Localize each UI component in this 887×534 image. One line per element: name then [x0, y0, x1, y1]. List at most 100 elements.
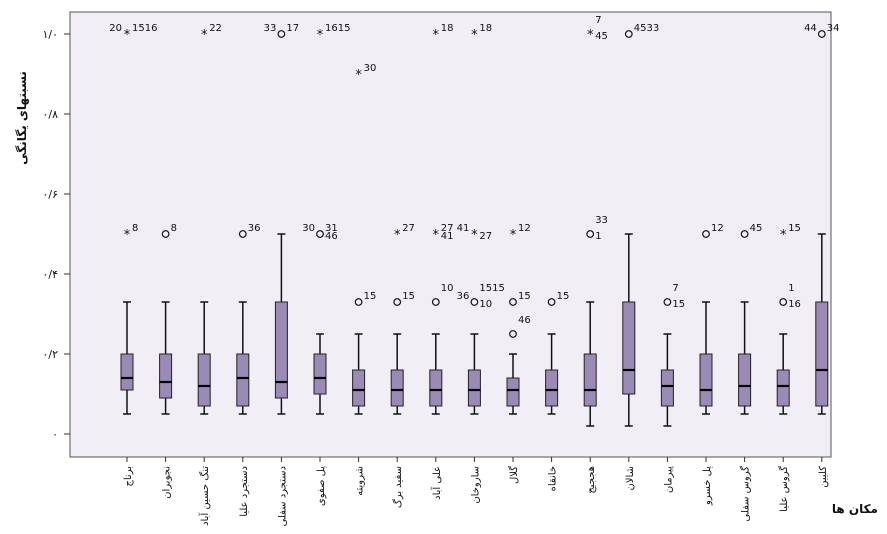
case-label: 18	[479, 23, 492, 34]
case-label: 7	[672, 283, 678, 294]
case-label: 10	[479, 299, 492, 310]
case-label: 15	[788, 223, 801, 234]
case-label: 34	[827, 23, 840, 34]
y-tick-label: ۰/۸	[42, 108, 58, 121]
case-label: 20	[109, 23, 122, 34]
category-label: پیرمان	[663, 466, 674, 493]
category-label: نجوبران	[162, 466, 173, 499]
category-label: گلال	[508, 466, 520, 484]
y-tick-label: ۱/۰	[42, 28, 58, 41]
category-label: پل صفوی	[316, 466, 327, 506]
case-label: 12	[518, 223, 531, 234]
case-label: 36	[457, 291, 470, 302]
outlier-star: *	[471, 228, 478, 243]
box	[816, 302, 828, 406]
case-label: 27	[402, 223, 415, 234]
category-label: گروس سفلی	[740, 466, 752, 522]
box	[546, 370, 558, 406]
outlier-star: *	[124, 228, 131, 243]
category-label: خانقاه	[548, 466, 559, 491]
case-label: 8	[171, 223, 177, 234]
y-tick-label: ۰	[52, 428, 58, 441]
case-label: 45	[750, 223, 763, 234]
outlier-star: *	[433, 28, 440, 43]
case-label: 36	[248, 223, 261, 234]
y-tick-label: ۰/۶	[42, 188, 58, 201]
case-label: 33	[595, 215, 608, 226]
case-label: 27	[479, 231, 492, 242]
y-tick-label: ۰/۲	[42, 348, 58, 361]
box	[121, 354, 133, 390]
category-label: دستجرد علیا	[239, 466, 250, 517]
case-label: 44	[804, 23, 817, 34]
box	[623, 302, 635, 394]
category-label: گروس علیا	[778, 466, 790, 512]
case-label: 7	[595, 15, 601, 26]
case-label: 30	[364, 63, 377, 74]
category-label: سفید برگ	[391, 466, 404, 508]
case-label: 16	[788, 299, 801, 310]
case-label: 1515	[479, 283, 504, 294]
category-label: دستجرد سفلی	[277, 466, 288, 527]
box	[700, 354, 712, 406]
case-label: 1615	[325, 23, 350, 34]
box	[353, 370, 365, 406]
case-label: 45	[595, 31, 608, 42]
category-label: علی آباد	[430, 466, 443, 500]
case-label: 18	[441, 23, 454, 34]
outlier-star: *	[510, 228, 517, 243]
box	[507, 378, 519, 406]
box	[198, 354, 210, 406]
case-label: 30	[302, 223, 315, 234]
outlier-star: *	[124, 28, 131, 43]
box	[430, 370, 442, 406]
case-label: 1516	[132, 23, 157, 34]
case-label: 17	[286, 23, 299, 34]
case-label: 15	[672, 299, 685, 310]
case-label: 8	[132, 223, 138, 234]
box	[584, 354, 596, 406]
outlier-star: *	[394, 228, 401, 243]
category-label: برناج	[123, 466, 134, 487]
case-label: 46	[325, 231, 338, 242]
outlier-star: *	[471, 28, 478, 43]
case-label: 15	[557, 291, 570, 302]
category-label: هججیج	[586, 466, 597, 494]
outlier-star: *	[780, 228, 787, 243]
case-label: 22	[209, 23, 222, 34]
box	[661, 370, 673, 406]
category-label: پل خسرو	[702, 466, 713, 506]
box	[275, 302, 287, 398]
case-label: 33	[264, 23, 277, 34]
outlier-star: *	[587, 28, 594, 43]
case-label: 1	[788, 283, 794, 294]
category-label: تنگ حسین آباد	[198, 466, 211, 526]
case-label: 10	[441, 283, 454, 294]
outlier-star: *	[355, 68, 362, 83]
case-label: 1	[595, 231, 601, 242]
box	[777, 370, 789, 406]
case-label: 15	[518, 291, 531, 302]
box	[468, 370, 480, 406]
category-label: شرویته	[355, 466, 366, 496]
case-label: 15	[364, 291, 377, 302]
y-axis-title: نسبتهای یگانگی	[15, 71, 29, 165]
category-label: شالان	[625, 466, 636, 490]
outlier-star: *	[201, 28, 208, 43]
category-label: ساروخان	[470, 466, 481, 504]
case-label: 41	[457, 223, 470, 234]
outlier-star: *	[433, 228, 440, 243]
category-label: کلیین	[818, 466, 829, 488]
y-tick-label: ۰/۴	[42, 268, 58, 281]
outlier-star: *	[317, 28, 324, 43]
box	[391, 370, 403, 406]
box	[739, 354, 751, 406]
x-axis-title: مکان ها	[832, 502, 878, 516]
box	[314, 354, 326, 394]
case-label: 4533	[634, 23, 659, 34]
case-label: 12	[711, 223, 724, 234]
case-label: 15	[402, 291, 415, 302]
case-label: 41	[441, 231, 454, 242]
box	[237, 354, 249, 406]
